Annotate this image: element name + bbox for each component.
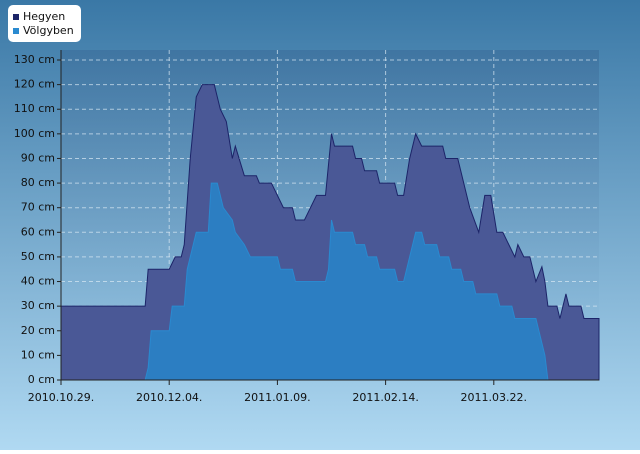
y-tick-label: 80 cm: [21, 176, 55, 189]
y-tick-label: 40 cm: [21, 275, 55, 288]
y-tick-label: 70 cm: [21, 201, 55, 214]
y-tick-label: 10 cm: [21, 348, 55, 361]
y-tick-label: 20 cm: [21, 324, 55, 337]
y-tick-label: 100 cm: [14, 127, 55, 140]
legend-swatch: [13, 28, 19, 34]
legend-box: [8, 5, 81, 42]
legend-swatch: [13, 14, 19, 20]
y-tick-label: 90 cm: [21, 151, 55, 164]
x-tick-label: 2010.10.29.: [28, 391, 94, 404]
x-tick-label: 2011.02.14.: [352, 391, 418, 404]
y-tick-label: 60 cm: [21, 225, 55, 238]
legend-label: Völgyben: [23, 24, 74, 37]
area: [61, 182, 599, 381]
y-tick-label: 50 cm: [21, 250, 55, 263]
y-tick-label: 130 cm: [14, 53, 55, 66]
y-tick-label: 110 cm: [14, 102, 55, 115]
x-tick-label: 2011.01.09.: [244, 391, 310, 404]
y-tick-label: 0 cm: [28, 373, 55, 386]
x-tick-label: 2011.03.22.: [461, 391, 527, 404]
y-tick-label: 120 cm: [14, 78, 55, 91]
legend-label: Hegyen: [23, 10, 65, 23]
x-tick-label: 2010.12.04.: [136, 391, 202, 404]
y-tick-label: 30 cm: [21, 299, 55, 312]
